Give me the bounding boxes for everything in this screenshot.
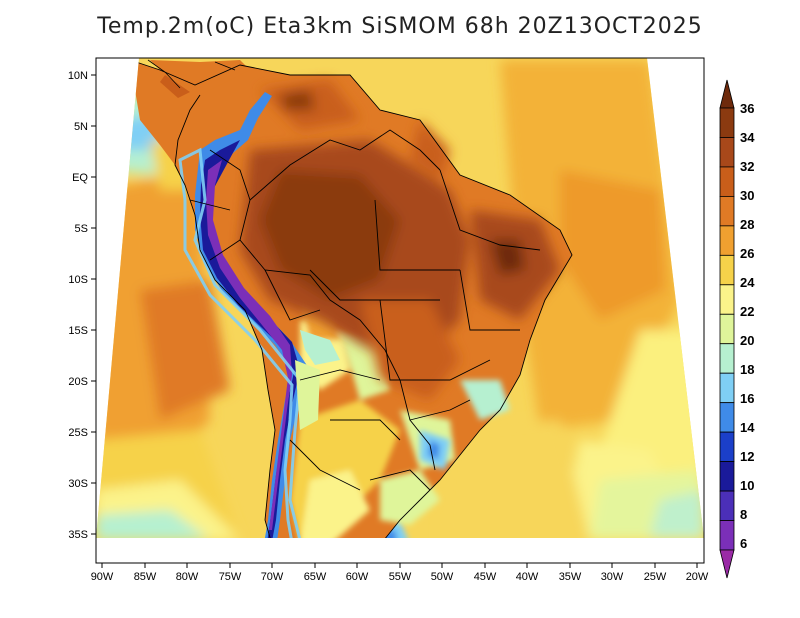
lon-tick: 85W (134, 563, 157, 583)
svg-text:15S: 15S (68, 325, 88, 337)
svg-text:50W: 50W (431, 571, 454, 583)
lat-tick: 30S (68, 478, 96, 490)
colorbar-label: 8 (740, 507, 747, 522)
colorbar-swatch (719, 166, 735, 197)
svg-text:35S: 35S (68, 529, 88, 541)
lon-tick: 75W (219, 563, 242, 583)
colorbar-swatch (719, 107, 735, 138)
svg-text:60W: 60W (346, 571, 369, 583)
lon-tick: 45W (474, 563, 497, 583)
colorbar-swatches (719, 79, 735, 579)
svg-text:40W: 40W (516, 571, 539, 583)
svg-text:80W: 80W (176, 571, 199, 583)
lat-tick: EQ (72, 172, 96, 184)
colorbar-label: 24 (740, 275, 755, 290)
lat-tick: 35S (68, 529, 96, 541)
svg-text:75W: 75W (219, 571, 242, 583)
lon-tick: 70W (261, 563, 284, 583)
temperature-field (96, 58, 704, 538)
svg-text:85W: 85W (134, 571, 157, 583)
svg-text:5N: 5N (74, 121, 88, 133)
svg-text:10S: 10S (68, 274, 88, 286)
svg-text:30W: 30W (601, 571, 624, 583)
svg-text:35W: 35W (559, 571, 582, 583)
colorbar-label: 34 (740, 130, 755, 145)
colorbar-label: 28 (740, 217, 754, 232)
colorbar-label: 20 (740, 333, 754, 348)
colorbar-label: 18 (740, 362, 754, 377)
colorbar-swatch (719, 520, 735, 551)
colorbar-swatch (719, 79, 735, 109)
colorbar-swatch (719, 137, 735, 168)
colorbar-label: 26 (740, 246, 754, 261)
svg-text:45W: 45W (474, 571, 497, 583)
svg-text:65W: 65W (304, 571, 327, 583)
lon-tick: 80W (176, 563, 199, 583)
colorbar-label: 22 (740, 304, 754, 319)
andes-cold-ridge (178, 92, 340, 538)
lon-tick: 60W (346, 563, 369, 583)
lon-tick: 35W (559, 563, 582, 583)
colorbar-swatch (719, 343, 735, 374)
continent-land (130, 60, 572, 538)
svg-text:20S: 20S (68, 376, 88, 388)
colorbar-label: 36 (740, 101, 754, 116)
svg-text:70W: 70W (261, 571, 284, 583)
lon-tick: 90W (91, 563, 114, 583)
svg-text:EQ: EQ (72, 172, 88, 184)
lat-tick: 15S (68, 325, 96, 337)
colorbar-swatch (719, 313, 735, 345)
colorbar-label: 16 (740, 391, 754, 406)
svg-text:25W: 25W (644, 571, 667, 583)
colorbar-swatch (719, 461, 735, 492)
lat-tick: 20S (68, 376, 96, 388)
colorbar-label: 12 (740, 449, 754, 464)
colorbar: 36 34 32 30 28 26 24 22 20 18 16 14 12 1… (719, 79, 755, 579)
lon-tick: 50W (431, 563, 454, 583)
svg-text:30S: 30S (68, 478, 88, 490)
lon-tick: 55W (389, 563, 412, 583)
colorbar-swatch (719, 254, 735, 286)
colorbar-swatch (719, 372, 735, 404)
colorbar-label: 32 (740, 159, 754, 174)
lat-tick: 10S (68, 274, 96, 286)
colorbar-swatch (719, 284, 735, 315)
colorbar-label: 10 (740, 478, 754, 493)
colorbar-swatch (719, 549, 735, 579)
svg-text:25S: 25S (68, 427, 88, 439)
svg-text:5S: 5S (75, 223, 88, 235)
colorbar-label: 30 (740, 188, 754, 203)
lat-tick: 5S (75, 223, 96, 235)
colorbar-label: 14 (740, 420, 755, 435)
colorbar-labels: 36 34 32 30 28 26 24 22 20 18 16 14 12 1… (740, 101, 755, 551)
lon-tick: 65W (304, 563, 327, 583)
svg-text:20W: 20W (686, 571, 709, 583)
lon-tick: 40W (516, 563, 539, 583)
svg-text:10N: 10N (68, 70, 88, 82)
colorbar-swatch (719, 431, 735, 462)
longitude-axis: 90W 85W 80W 75W 70W 65W 60W 55W 50W 45W … (91, 563, 709, 583)
colorbar-swatch (719, 490, 735, 521)
colorbar-label: 6 (740, 536, 747, 551)
svg-text:55W: 55W (389, 571, 412, 583)
lon-tick: 20W (686, 563, 709, 583)
lon-tick: 25W (644, 563, 667, 583)
latitude-axis: 10N 5N EQ 5S 10S 15S 20S 25S 30S 35S (68, 70, 96, 541)
colorbar-swatch (719, 402, 735, 433)
map-title: Temp.2m(oC) Eta3km SiSMOM 68h 20Z13OCT20… (97, 14, 703, 39)
lon-tick: 30W (601, 563, 624, 583)
colorbar-swatch (719, 195, 735, 227)
svg-text:90W: 90W (91, 571, 114, 583)
lat-tick: 25S (68, 427, 96, 439)
lat-tick: 5N (74, 121, 96, 133)
lat-tick: 10N (68, 70, 96, 82)
country-borders (129, 59, 573, 538)
colorbar-swatch (719, 225, 735, 256)
